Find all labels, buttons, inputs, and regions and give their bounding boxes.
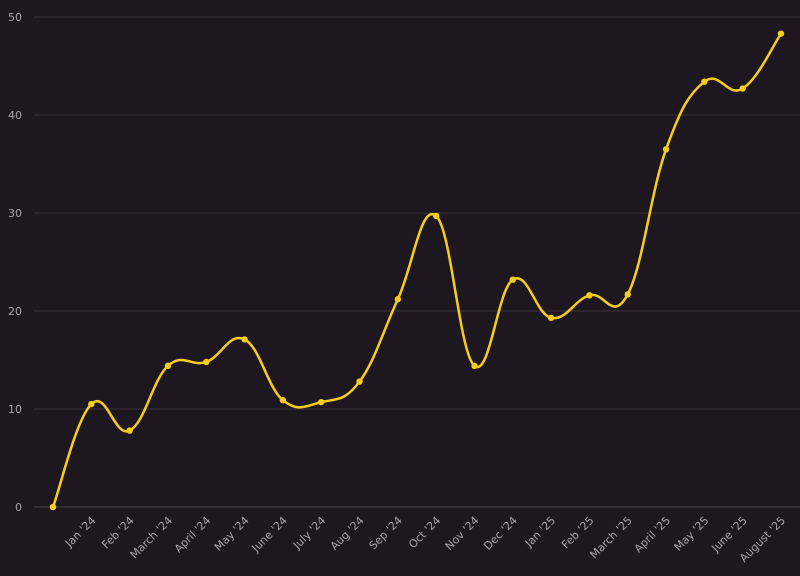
y-tick-label: 0	[15, 501, 22, 514]
y-axis: 0 10 20 30 40 50	[8, 11, 22, 514]
data-point[interactable]	[318, 398, 325, 406]
data-point[interactable]	[279, 396, 287, 404]
x-tick-label: May '24	[212, 514, 252, 554]
data-point[interactable]	[509, 276, 516, 283]
x-tick-label: Sep '24	[367, 514, 405, 552]
x-tick-label: Feb '25	[559, 514, 596, 551]
data-point[interactable]	[164, 362, 172, 370]
series-layer	[51, 32, 783, 509]
y-tick-label: 20	[8, 305, 22, 318]
data-point[interactable]	[88, 400, 95, 408]
data-point[interactable]	[777, 30, 785, 37]
x-tick-label: Aug '24	[328, 514, 367, 553]
data-point[interactable]	[586, 292, 593, 299]
x-tick-label: March '25	[587, 514, 634, 561]
data-point[interactable]	[739, 85, 746, 92]
x-tick-label: Oct '24	[406, 514, 443, 551]
x-tick-label: April '24	[172, 514, 213, 555]
x-tick-label: May '25	[672, 514, 712, 554]
data-point[interactable]	[394, 296, 402, 303]
x-tick-label: Jan '25	[522, 514, 558, 550]
data-point[interactable]	[203, 358, 210, 366]
data-point[interactable]	[471, 362, 478, 370]
y-tick-label: 50	[8, 11, 22, 24]
data-point[interactable]	[49, 503, 57, 511]
data-point[interactable]	[432, 212, 440, 220]
data-point[interactable]	[624, 291, 631, 298]
data-points	[49, 30, 785, 511]
x-tick-label: Dec '24	[481, 514, 520, 553]
y-tick-label: 30	[8, 207, 22, 220]
x-tick-label: April '25	[632, 514, 673, 555]
x-tick-label: June '24	[249, 514, 290, 555]
x-tick-label: Nov '24	[443, 514, 482, 553]
x-tick-label: July '24	[290, 514, 328, 552]
series-line	[51, 32, 783, 509]
y-tick-label: 40	[8, 109, 22, 122]
data-point[interactable]	[356, 378, 363, 385]
grid-layer	[34, 16, 800, 508]
x-tick-label: Feb '24	[99, 514, 136, 551]
x-tick-label: Jan '24	[62, 514, 98, 550]
data-point[interactable]	[701, 78, 708, 85]
data-point[interactable]	[547, 314, 555, 322]
data-point[interactable]	[126, 427, 133, 434]
data-point[interactable]	[662, 146, 670, 153]
y-tick-label: 10	[8, 403, 22, 416]
x-tick-label: March '24	[128, 514, 175, 561]
data-point[interactable]	[241, 336, 248, 343]
